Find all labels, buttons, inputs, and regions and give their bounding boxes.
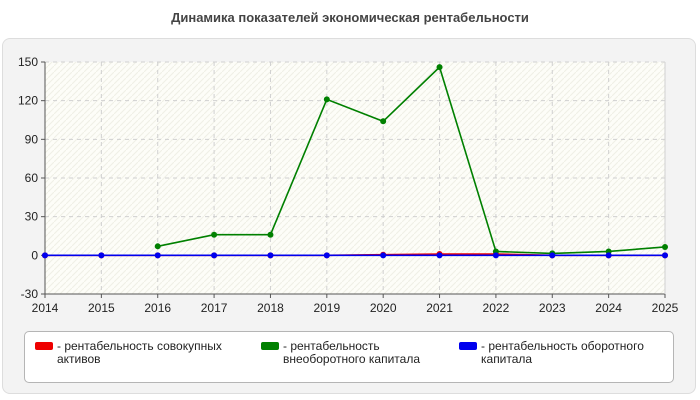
legend-label: - рентабельность оборотного капитала (481, 339, 644, 366)
x-tick-label: 2021 (426, 301, 453, 315)
data-point[interactable] (154, 252, 161, 259)
data-point[interactable] (323, 252, 330, 259)
legend-swatch-blue (459, 342, 477, 350)
data-point[interactable] (267, 252, 274, 259)
x-tick-label: 2017 (201, 301, 228, 315)
data-point[interactable] (323, 96, 330, 103)
data-point[interactable] (492, 252, 499, 259)
data-point[interactable] (436, 64, 443, 71)
data-point[interactable] (267, 231, 274, 238)
legend-label: - рентабельность внеоборотного капитала (283, 339, 420, 366)
data-point[interactable] (380, 252, 387, 259)
y-tick-label: 120 (18, 94, 38, 108)
data-point[interactable] (154, 243, 161, 250)
series-lines (42, 64, 668, 259)
data-point[interactable] (436, 252, 443, 259)
data-point[interactable] (380, 118, 387, 125)
x-tick-label: 2015 (88, 301, 115, 315)
series-line (157, 65, 666, 255)
data-point[interactable] (98, 252, 105, 259)
data-point[interactable] (549, 252, 556, 259)
x-tick-label: 2018 (257, 301, 284, 315)
x-tick-label: 2024 (595, 301, 622, 315)
series-working-capital (42, 252, 668, 259)
chart-title: Динамика показателей экономическая рента… (171, 10, 529, 25)
legend-swatch-red (35, 342, 53, 350)
legend: - рентабельность совокупных активов - ре… (24, 331, 674, 383)
plot-area (45, 62, 665, 294)
y-tick-label: -30 (21, 287, 39, 301)
x-tick-label: 2016 (144, 301, 171, 315)
legend-label: - рентабельность совокупных активов (57, 339, 222, 366)
data-point[interactable] (662, 252, 668, 259)
x-tick-label: 2019 (313, 301, 340, 315)
data-point[interactable] (605, 252, 612, 259)
x-tick-label: 2014 (32, 301, 59, 315)
y-tick-label: 150 (18, 55, 38, 69)
y-tick-label: 90 (25, 132, 39, 146)
y-tick-label: 0 (31, 248, 38, 262)
data-point[interactable] (211, 231, 218, 238)
x-tick-label: 2023 (539, 301, 566, 315)
x-tick-label: 2025 (652, 301, 679, 315)
y-tick-label: 30 (25, 210, 39, 224)
data-point[interactable] (211, 252, 218, 259)
legend-swatch-green (261, 342, 279, 350)
data-point[interactable] (42, 252, 48, 259)
x-tick-label: 2020 (370, 301, 397, 315)
data-point[interactable] (662, 243, 668, 250)
x-tick-label: 2022 (483, 301, 510, 315)
series-non-current-capital (154, 64, 668, 257)
y-tick-label: 60 (25, 171, 39, 185)
